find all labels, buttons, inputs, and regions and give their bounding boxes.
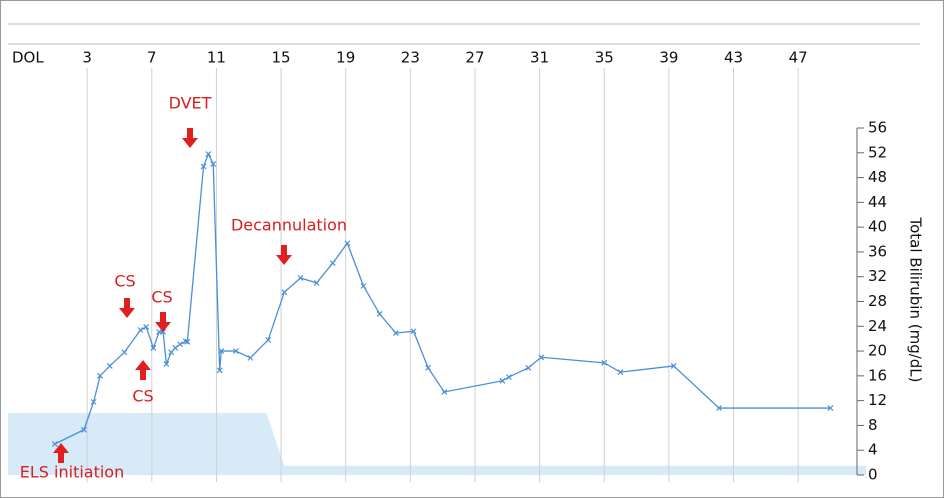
shaded-region: [8, 413, 866, 475]
x-tick-label: 11: [207, 49, 226, 67]
y-tick-label: 48: [868, 168, 887, 186]
data-point: [210, 161, 217, 167]
x-tick-label: 3: [82, 49, 92, 67]
data-point: [281, 289, 288, 296]
data-point: [827, 405, 834, 412]
annotation: ELS initiation: [20, 463, 124, 482]
data-point: [184, 338, 191, 345]
x-tick-label: 35: [595, 49, 614, 67]
data-point: [376, 310, 383, 317]
data-point: [216, 367, 223, 374]
y-tick-label: 36: [868, 242, 887, 260]
x-tick-label: 39: [659, 49, 678, 67]
annotation: CS: [151, 288, 172, 307]
data-point: [425, 364, 432, 371]
y-tick-label: 44: [868, 193, 887, 211]
x-axis-label: DOL: [12, 49, 44, 67]
y-tick-label: 0: [868, 466, 878, 484]
data-point: [601, 359, 608, 366]
data-point: [163, 361, 170, 368]
data-point: [200, 163, 207, 170]
data-point: [265, 336, 272, 343]
annotation-arrow: [119, 298, 135, 318]
y-tick-label: 32: [868, 267, 887, 285]
x-tick-label: 43: [724, 49, 743, 67]
y-tick-label: 12: [868, 391, 887, 409]
data-point: [499, 377, 506, 384]
data-point: [360, 283, 367, 289]
data-point: [247, 354, 254, 361]
data-point: [344, 240, 351, 247]
annotation-arrow: [155, 312, 171, 332]
data-point: [716, 405, 722, 412]
x-tick-label: 7: [147, 49, 157, 67]
data-point: [121, 349, 128, 356]
data-point: [137, 327, 144, 333]
data-point: [168, 349, 175, 356]
data-point: [150, 345, 157, 351]
data-point: [617, 369, 624, 376]
annotation: Decannulation: [231, 216, 347, 235]
data-point: [313, 279, 320, 286]
data-point: [505, 374, 512, 381]
data-point: [441, 389, 448, 395]
annotation: CS: [132, 387, 153, 406]
data-point: [177, 341, 184, 348]
x-tick-label: 15: [272, 49, 291, 67]
x-tick-label: 31: [530, 49, 549, 67]
x-tick-label: 19: [336, 49, 355, 67]
y-tick-label: 40: [868, 218, 887, 236]
data-point: [97, 372, 104, 379]
data-point: [90, 398, 97, 405]
data-point: [538, 354, 545, 361]
data-point: [106, 363, 113, 369]
y-tick-label: 4: [868, 441, 878, 459]
data-point: [392, 330, 399, 337]
y-tick-label: 24: [868, 317, 887, 335]
x-tick-label: 27: [465, 49, 484, 67]
annotation-arrow: [182, 128, 198, 148]
y-tick-label: 8: [868, 416, 878, 434]
data-point: [160, 328, 167, 335]
y-tick-label: 16: [868, 366, 887, 384]
data-point: [51, 441, 58, 447]
annotation-arrow: [135, 360, 151, 380]
data-point: [329, 260, 336, 267]
data-point: [232, 348, 239, 354]
annotation-arrow: [276, 245, 292, 265]
data-point: [143, 323, 150, 330]
annotation: CS: [114, 272, 135, 291]
y-axis-label: Total Bilirubin (mg/dL): [907, 217, 925, 383]
y-tick-label: 52: [868, 143, 887, 161]
data-point: [410, 328, 417, 335]
data-point: [670, 363, 677, 369]
annotation-arrow: [53, 443, 69, 463]
x-tick-label: 23: [401, 49, 420, 67]
x-tick-label: 47: [789, 49, 808, 67]
y-tick-label: 28: [868, 292, 887, 310]
data-point: [172, 345, 179, 351]
data-point: [525, 364, 532, 371]
data-point: [218, 348, 225, 354]
data-point: [205, 151, 212, 157]
y-tick-label: 56: [868, 119, 887, 137]
data-point: [81, 426, 87, 433]
data-point: [297, 275, 304, 281]
annotation: DVET: [169, 94, 212, 113]
y-tick-label: 20: [868, 342, 887, 360]
data-point: [182, 338, 189, 345]
